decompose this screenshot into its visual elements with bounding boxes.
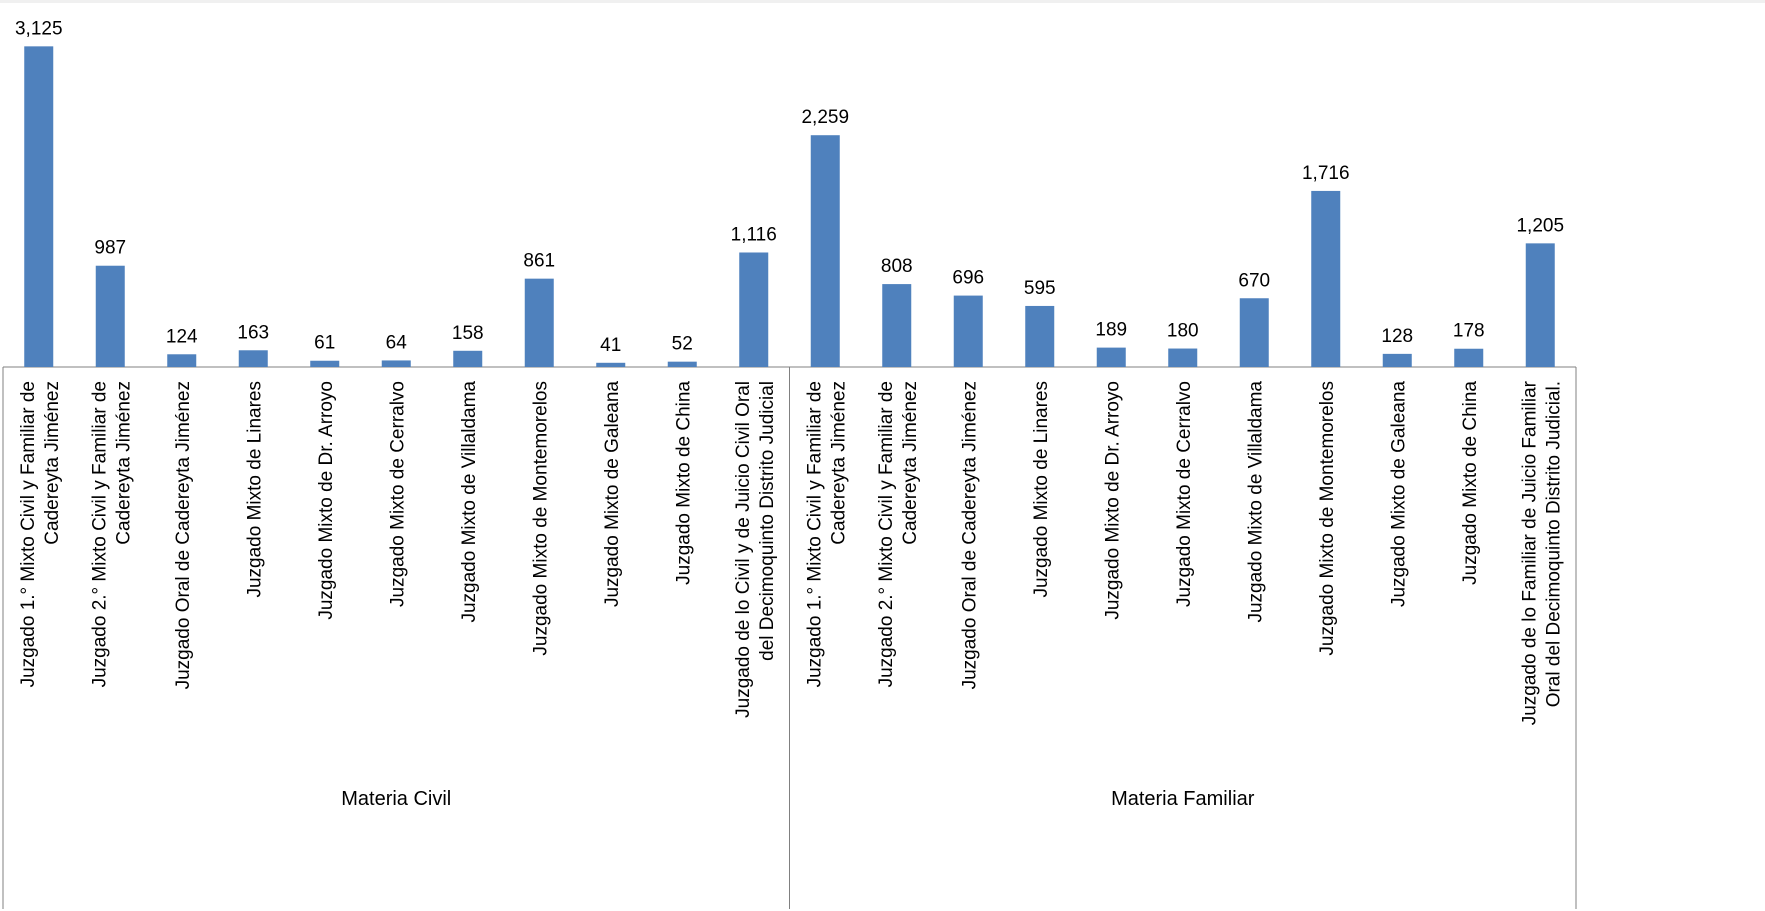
tick-label-0-4: Juzgado Mixto de Dr. Arroyo — [316, 381, 337, 620]
data-label-0-8: 41 — [600, 335, 621, 356]
tick-label-1-1: Juzgado 2.° Mixto Civil y Familiar de Cad… — [876, 381, 921, 687]
group-label-1: Materia Familiar — [1111, 788, 1255, 810]
tick-label-0-2: Juzgado Oral de Cadereyta Jiménez — [173, 381, 194, 689]
tick-label-0-9: Juzgado Mixto de China — [673, 381, 694, 585]
data-label-1-1: 808 — [881, 256, 913, 277]
data-label-1-10: 1,205 — [1516, 215, 1564, 236]
bar-0-5 — [381, 360, 411, 367]
data-label-1-5: 180 — [1167, 321, 1199, 342]
tick-label-1-9: Juzgado Mixto de China — [1460, 381, 1481, 585]
data-label-0-4: 61 — [314, 333, 335, 354]
bar-1-0 — [810, 135, 840, 367]
data-label-0-2: 124 — [166, 326, 198, 347]
data-label-1-3: 595 — [1024, 278, 1056, 299]
tick-label-1-4: Juzgado Mixto de Dr. Arroyo — [1102, 381, 1123, 620]
bar-1-7 — [1311, 190, 1341, 367]
bar-0-1 — [95, 265, 125, 367]
bar-0-4 — [310, 360, 340, 367]
tick-label-1-5: Juzgado Mixto de Cerralvo — [1174, 381, 1195, 607]
data-label-1-8: 128 — [1381, 326, 1413, 347]
data-label-0-6: 158 — [452, 323, 484, 344]
data-label-1-4: 189 — [1095, 320, 1127, 341]
tick-label-0-5: Juzgado Mixto de Cerralvo — [387, 381, 408, 607]
tick-label-0-7: Juzgado Mixto de Montemorelos — [530, 381, 551, 656]
data-label-1-2: 696 — [952, 268, 984, 289]
tick-label-0-3: Juzgado Mixto de Linares — [244, 381, 265, 598]
bar-0-0 — [24, 46, 54, 367]
tick-label-1-2: Juzgado Oral de Cadereyta Jiménez — [959, 381, 980, 689]
data-label-1-6: 670 — [1238, 270, 1270, 291]
bar-1-9 — [1454, 348, 1484, 367]
tick-label-0-10: Juzgado de lo Civil y de Juicio Civil Or… — [733, 381, 778, 718]
tick-label-0-0: Juzgado 1.° Mixto Civil y Familiar de Cad… — [18, 381, 63, 687]
bar-1-3 — [1025, 305, 1055, 367]
bar-1-8 — [1382, 353, 1412, 367]
data-label-0-1: 987 — [94, 238, 126, 259]
data-label-0-9: 52 — [672, 334, 693, 355]
tick-label-1-3: Juzgado Mixto de Linares — [1031, 381, 1052, 598]
bar-0-3 — [238, 350, 268, 367]
bar-1-5 — [1168, 348, 1198, 367]
bar-0-9 — [667, 361, 697, 367]
data-label-1-7: 1,716 — [1302, 163, 1350, 184]
data-label-0-5: 64 — [386, 332, 408, 353]
data-label-0-10: 1,116 — [731, 224, 777, 245]
data-label-0-7: 861 — [523, 251, 555, 272]
tick-label-1-0: Juzgado 1.° Mixto Civil y Familiar de Cad… — [804, 381, 849, 687]
bar-1-2 — [953, 295, 983, 367]
tick-label-1-6: Juzgado Mixto de Villaldama — [1245, 381, 1266, 623]
data-label-0-0: 3,125 — [15, 18, 63, 39]
bar-1-1 — [882, 284, 912, 367]
bar-1-10 — [1525, 243, 1555, 367]
data-label-0-3: 163 — [237, 322, 269, 343]
group-label-0: Materia Civil — [341, 788, 451, 810]
bar-0-2 — [167, 354, 197, 367]
tick-label-0-1: Juzgado 2.° Mixto Civil y Familiar de Cad… — [89, 381, 134, 687]
tick-label-1-7: Juzgado Mixto de Montemorelos — [1317, 381, 1338, 656]
tick-label-0-6: Juzgado Mixto de Villaldama — [459, 381, 480, 623]
bar-1-4 — [1096, 347, 1126, 367]
bar-1-6 — [1239, 298, 1269, 367]
bar-0-8 — [596, 362, 626, 367]
data-label-1-0: 2,259 — [801, 107, 849, 128]
top-strip — [0, 0, 1765, 3]
tick-label-1-10: Juzgado de lo Familiar de Juicio Familia… — [1519, 380, 1564, 725]
tick-label-0-8: Juzgado Mixto de Galeana — [602, 381, 623, 607]
tick-label-1-8: Juzgado Mixto de Galeana — [1388, 381, 1409, 607]
data-label-1-9: 178 — [1453, 321, 1485, 342]
bar-0-6 — [453, 350, 483, 367]
bar-0-7 — [524, 278, 554, 367]
bar-0-10 — [739, 252, 769, 367]
